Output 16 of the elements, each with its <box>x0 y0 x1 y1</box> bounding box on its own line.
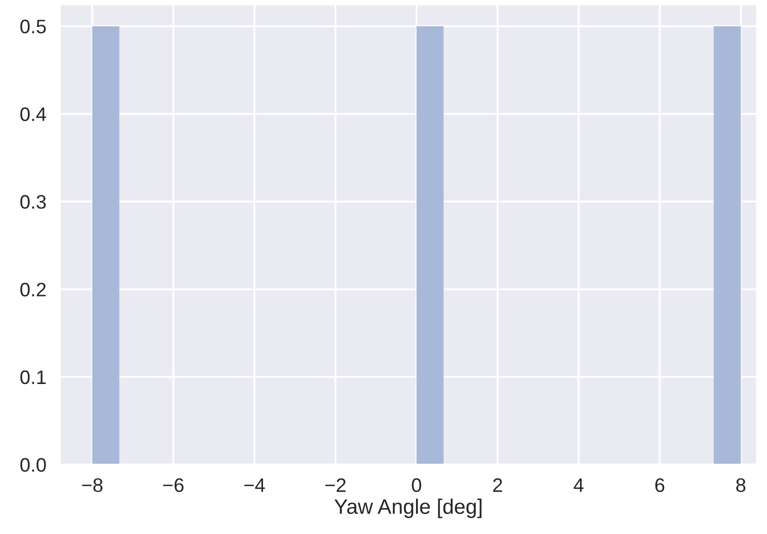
x-axis-title: Yaw Angle [deg] <box>334 498 482 518</box>
y-tick-label: 0.3 <box>20 195 46 209</box>
x-tick-label: 8 <box>736 478 746 492</box>
x-tick-label: 0 <box>412 478 422 492</box>
x-tick-label: 2 <box>493 478 502 492</box>
x-tick-label: 6 <box>655 478 664 492</box>
x-tick-label: −8 <box>82 478 102 492</box>
y-tick-label: 0.5 <box>20 20 46 34</box>
x-tick-label: −4 <box>244 478 265 492</box>
y-tick-label: 0.2 <box>20 282 46 296</box>
y-tick-label: 0.4 <box>20 107 46 122</box>
y-tick-label: 0.1 <box>20 370 46 384</box>
x-tick-label: 4 <box>574 478 584 492</box>
y-tick-label: 0.0 <box>20 458 46 472</box>
x-tick-label: −6 <box>163 478 184 492</box>
x-tick-label: −2 <box>325 478 346 492</box>
